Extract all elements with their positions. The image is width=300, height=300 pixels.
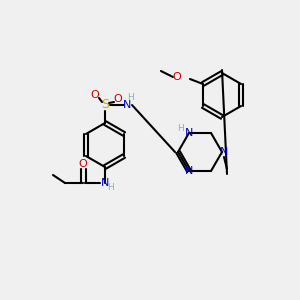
Text: O: O [79,159,87,169]
Text: N: N [101,178,109,188]
Text: N: N [185,166,193,176]
Text: O: O [114,94,122,104]
Text: N: N [185,128,193,138]
Text: S: S [101,98,109,112]
Text: N: N [220,147,228,157]
Text: H: H [178,124,184,134]
Text: H: H [127,94,134,103]
Text: O: O [172,72,181,82]
Text: N: N [123,100,131,110]
Text: O: O [91,90,99,100]
Text: H: H [108,184,114,193]
